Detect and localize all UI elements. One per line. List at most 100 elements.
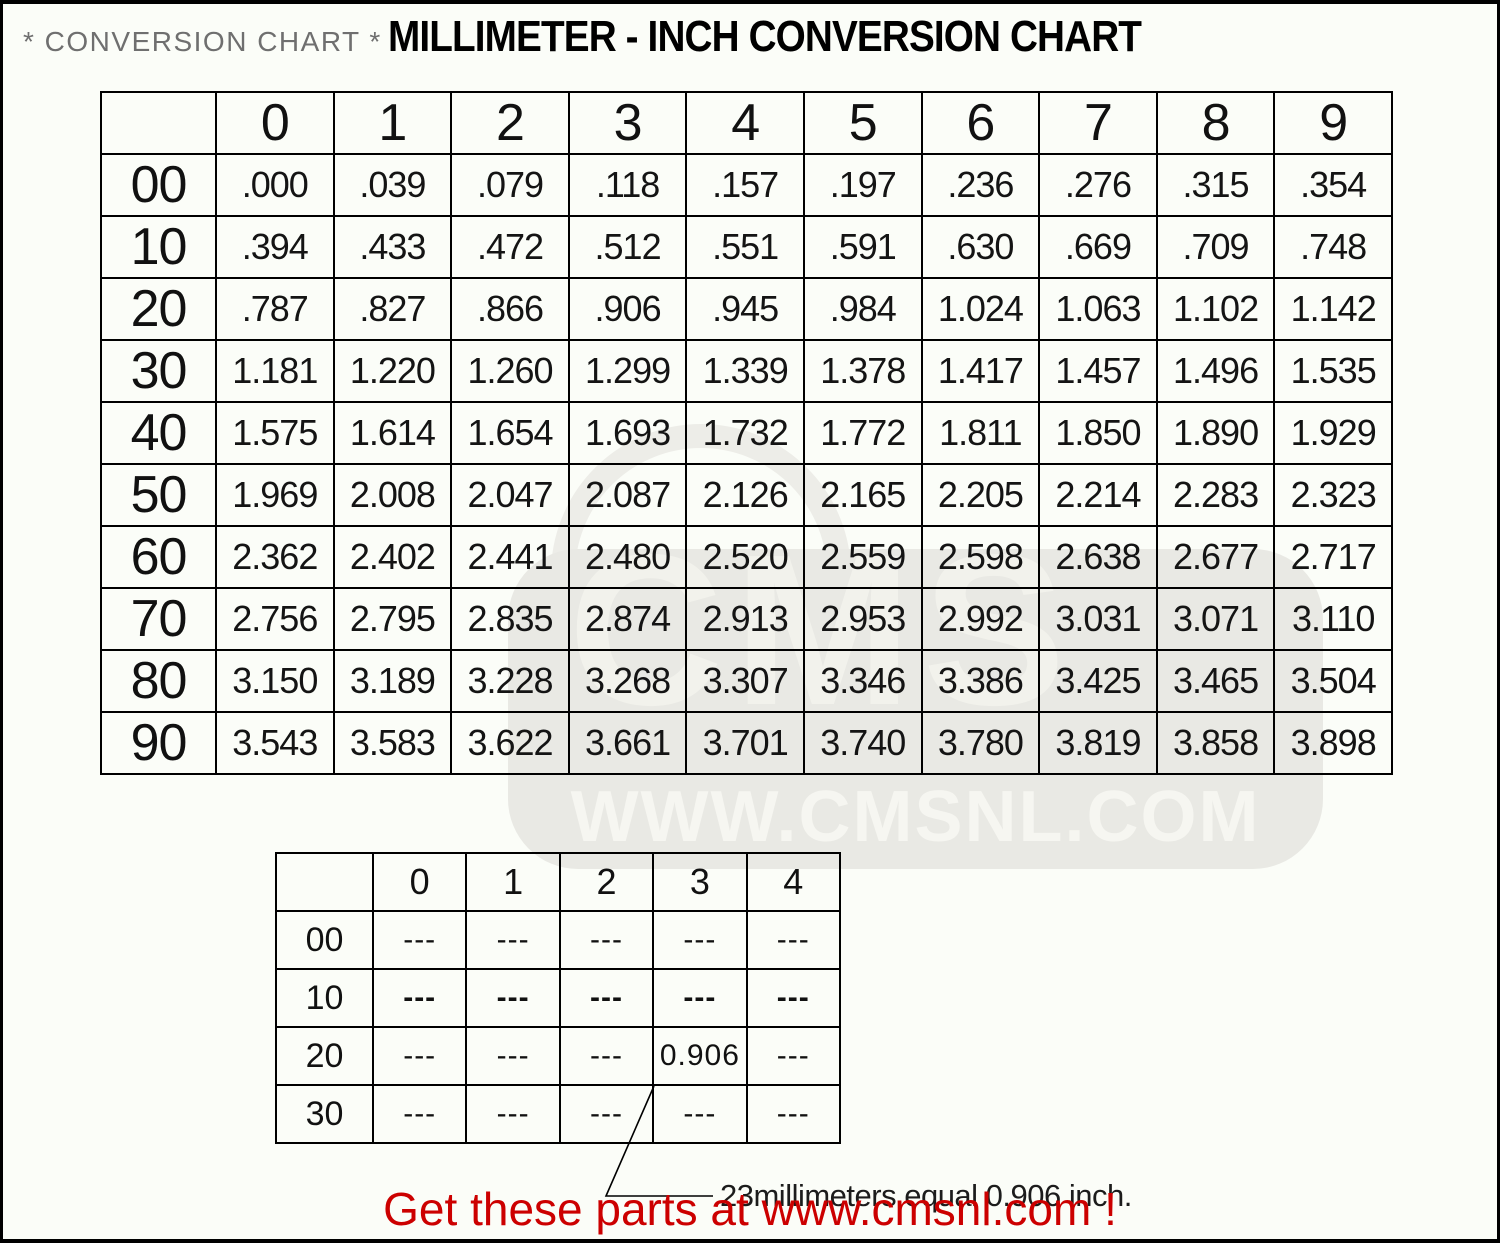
cmsnl-promo-link[interactable]: Get these parts at www.cmsnl.com ! [383, 1183, 1117, 1235]
table-cell: 2.520 [685, 525, 805, 589]
row-header: 20 [100, 277, 217, 341]
example-lookup-table: 0 1 2 3 4 00 --- --- --- --- --- 10 --- --- --- --- --- 2… [275, 852, 842, 1144]
table-cell: --- [745, 968, 842, 1028]
table-cell: 2.214 [1038, 463, 1158, 527]
table-cell: 2.874 [567, 587, 688, 651]
table-cell: 1.693 [567, 401, 688, 465]
table-cell: --- [652, 968, 748, 1028]
table-row: 20 --- --- --- 0.906 --- [275, 1026, 842, 1086]
table-cell: 1.299 [567, 339, 688, 403]
table-cell: 1.260 [450, 339, 570, 403]
table-cell: 2.126 [685, 463, 805, 527]
table-cell: 2.953 [802, 587, 923, 651]
row-header: 00 [100, 153, 217, 217]
row-header: 30 [100, 339, 217, 403]
table-cell: .551 [685, 215, 805, 279]
table-cell: 2.362 [215, 525, 335, 589]
table-cell: 2.008 [332, 463, 453, 527]
table-cell: .512 [567, 215, 688, 279]
table-cell: --- [465, 968, 561, 1028]
page-title: MILLIMETER - INCH CONVERSION CHART [387, 12, 1142, 61]
table-row: 70 2.756 2.795 2.835 2.874 2.913 2.953 2.992 3.0… [100, 587, 1393, 651]
col-header: 4 [745, 852, 842, 912]
cmsnl-site-text: WWW.CMSNL.COM [570, 777, 1261, 857]
col-header: 3 [652, 852, 748, 912]
row-header: 40 [100, 401, 217, 465]
table-cell: .787 [215, 277, 335, 341]
table-cell: 3.701 [685, 711, 805, 775]
table-cell: --- [371, 968, 468, 1028]
table-cell: .748 [1273, 215, 1393, 279]
col-header: 2 [558, 852, 655, 912]
table-cell: .118 [567, 153, 688, 217]
table-cell: 2.402 [332, 525, 453, 589]
table-cell: .630 [920, 215, 1041, 279]
table-cell: 1.811 [920, 401, 1041, 465]
table-cell: --- [558, 1084, 655, 1144]
col-header: 0 [371, 852, 468, 912]
table-cell: --- [371, 1026, 468, 1086]
table-cell: 2.677 [1155, 525, 1276, 589]
table-cell: .945 [685, 277, 805, 341]
col-header: 4 [685, 91, 805, 155]
table-cell: .315 [1155, 153, 1276, 217]
col-header: 6 [920, 91, 1041, 155]
mm-inch-conversion-table: 0 1 2 3 4 5 6 7 8 9 00.000.039.079.118.157.197.236… [100, 91, 1393, 775]
table-cell: 3.583 [332, 711, 453, 775]
table-cell: --- [465, 1026, 561, 1086]
table-cell: 2.756 [215, 587, 335, 651]
col-header: 9 [1273, 91, 1393, 155]
table-cell: 2.717 [1273, 525, 1393, 589]
table-cell: 3.661 [567, 711, 688, 775]
table-cell: 3.110 [1273, 587, 1393, 651]
table-cell: --- [558, 1026, 655, 1086]
table-cell: .197 [802, 153, 923, 217]
table-cell: 1.181 [215, 339, 335, 403]
table-cell: 2.835 [450, 587, 570, 651]
table-cell: 3.740 [802, 711, 923, 775]
row-header: 80 [100, 649, 217, 713]
table-cell: 3.071 [1155, 587, 1276, 651]
col-header: 1 [465, 852, 561, 912]
table-cell: 3.622 [450, 711, 570, 775]
table-cell: 0.906 [652, 1026, 748, 1086]
table-cell: 3.465 [1155, 649, 1276, 713]
table-cell: 1.614 [332, 401, 453, 465]
table-cell: .433 [332, 215, 453, 279]
col-header: 8 [1155, 91, 1276, 155]
table-cell: 3.858 [1155, 711, 1276, 775]
table-cell: 2.638 [1038, 525, 1158, 589]
table-cell: --- [652, 910, 748, 970]
table-cell: 3.543 [215, 711, 335, 775]
table-cell: 1.575 [215, 401, 335, 465]
table-cell: 1.417 [920, 339, 1041, 403]
example-annotation: 23millimeters equal 0.906 inch. [720, 1178, 1132, 1213]
table-row: 30 --- --- --- --- --- [275, 1084, 842, 1144]
table-row: 00.000.039.079.118.157.197.236.276.315.3… [100, 153, 1393, 217]
corner-cell [100, 91, 217, 155]
row-header: 20 [275, 1026, 374, 1086]
table-cell: --- [558, 968, 655, 1028]
row-header: 10 [275, 968, 374, 1028]
table-cell: .906 [567, 277, 688, 341]
table-cell: 2.992 [920, 587, 1041, 651]
col-header: 0 [215, 91, 335, 155]
table-cell: --- [558, 910, 655, 970]
table-cell: .394 [215, 215, 335, 279]
table-cell: 2.047 [450, 463, 570, 527]
table-cell: .157 [685, 153, 805, 217]
col-header: 3 [567, 91, 688, 155]
row-header: 50 [100, 463, 217, 527]
table-cell: .591 [802, 215, 923, 279]
table-cell: 1.496 [1155, 339, 1276, 403]
table-cell: 1.890 [1155, 401, 1276, 465]
table-cell: 2.559 [802, 525, 923, 589]
table-row: 40 1.575 1.614 1.654 1.693 1.732 1.772 1.811 1.8… [100, 401, 1393, 465]
table-cell: 3.780 [920, 711, 1041, 775]
table-cell: 3.228 [450, 649, 570, 713]
table-cell: --- [652, 1084, 748, 1144]
table-cell: .079 [450, 153, 570, 217]
table-cell: 1.850 [1038, 401, 1158, 465]
table-cell: .669 [1038, 215, 1158, 279]
table-cell: 2.913 [685, 587, 805, 651]
